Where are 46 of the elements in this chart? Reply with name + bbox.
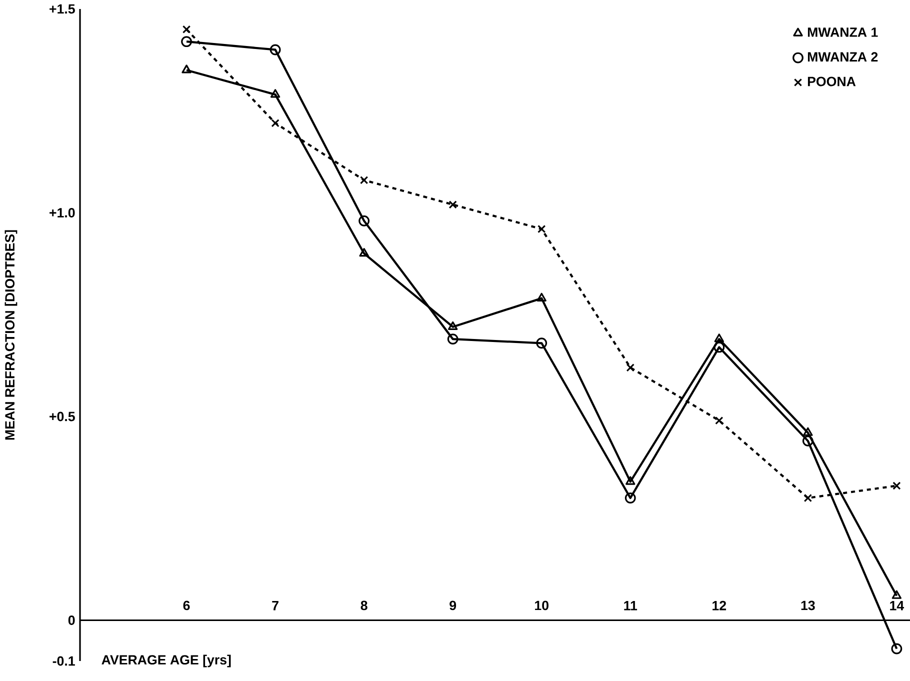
point (536, 292, 546, 302)
point (271, 118, 280, 128)
point (624, 492, 636, 504)
x-tick-label: 9 (450, 600, 456, 610)
x-tick-label: 12 (712, 600, 726, 610)
point (626, 363, 634, 372)
point (626, 476, 636, 485)
point (181, 36, 192, 48)
x-tick-label: 13 (801, 600, 815, 610)
point (359, 248, 369, 257)
point (891, 643, 902, 654)
point (182, 64, 192, 74)
y-tick-label: +1.0 (50, 208, 75, 218)
y-tick-label: 0 (68, 616, 75, 625)
point (536, 338, 548, 349)
y-axis-title: MEAN REFRACTION [DIOPTRES] (4, 230, 18, 440)
point (448, 200, 457, 209)
legend-label: MWANZA 2 (808, 52, 878, 62)
point (802, 435, 814, 446)
point (270, 89, 280, 98)
x-tick-label: 10 (535, 600, 548, 610)
point (182, 25, 191, 34)
legend-label: POONA (808, 76, 856, 86)
x-tick-label: 14 (890, 601, 904, 610)
x-tick-label: 7 (272, 601, 278, 610)
y-tick-label: +0.5 (50, 412, 75, 422)
point (803, 427, 813, 436)
point (714, 342, 725, 353)
point (538, 224, 546, 234)
x-tick-label: 11 (624, 601, 638, 610)
point (447, 334, 458, 345)
x-axis-title: AVERAGE AGE [yrs] (102, 654, 231, 668)
legend-label: MWANZA 1 (808, 28, 878, 37)
point (892, 590, 902, 599)
point (448, 321, 458, 330)
point (714, 334, 724, 342)
point (804, 494, 812, 502)
point (270, 44, 281, 56)
y-tick-label: -0.1 (52, 656, 75, 666)
x-tick-label: 6 (183, 600, 190, 610)
point (360, 176, 368, 184)
point (892, 482, 901, 490)
point (358, 215, 370, 226)
y-tick-label: +1.5 (50, 4, 75, 14)
point (715, 416, 724, 425)
x-tick-label: 8 (360, 600, 368, 610)
